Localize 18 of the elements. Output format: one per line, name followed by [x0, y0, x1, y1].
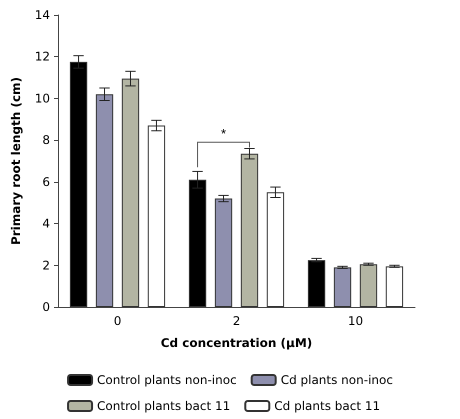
- y-tick-label: 12: [34, 50, 50, 64]
- y-tick-label: 2: [42, 258, 50, 272]
- x-tick-label: 10: [348, 314, 364, 328]
- legend-label: Cd plants non-inoc: [280, 373, 393, 387]
- y-tick-label: 6: [42, 174, 50, 189]
- x-axis-title: Cd concentration (µM): [160, 336, 312, 350]
- legend-label: Control plants non-inoc: [97, 373, 237, 387]
- y-tick-label: 14: [34, 8, 50, 22]
- legend-label: Control plants bact 11: [97, 399, 230, 413]
- y-tick-label: 0: [42, 300, 50, 314]
- legend-label: Cd plants bact 11: [274, 399, 380, 413]
- y-tick-label: 8: [42, 133, 50, 148]
- x-tick-label: 0: [114, 314, 122, 328]
- y-tick-label: 10: [34, 91, 50, 106]
- y-axis-title: Primary root length (cm): [9, 76, 23, 246]
- annotation: *: [220, 126, 226, 142]
- y-tick-label: 4: [42, 216, 50, 231]
- x-tick-label: 2: [232, 314, 240, 328]
